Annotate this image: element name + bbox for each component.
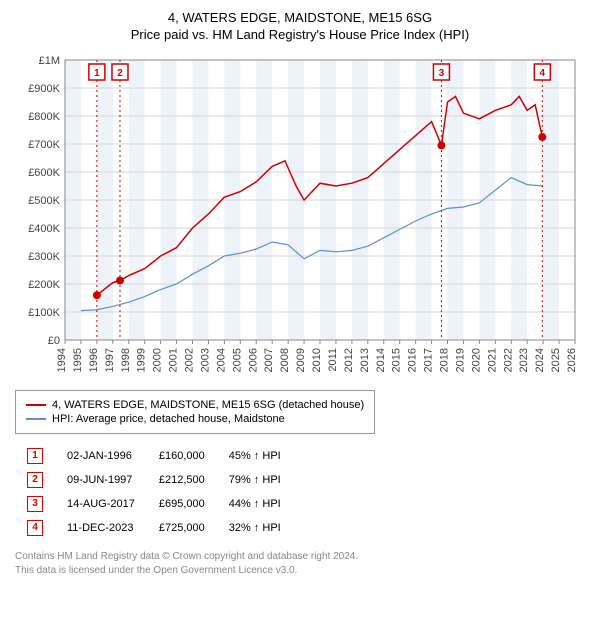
sale-date: 02-JAN-1996	[55, 444, 147, 468]
sale-date: 14-AUG-2017	[55, 492, 147, 516]
legend-item: HPI: Average price, detached house, Maid…	[26, 413, 364, 425]
sale-date: 11-DEC-2023	[55, 516, 147, 540]
title-line-2: Price paid vs. HM Land Registry's House …	[15, 27, 585, 42]
sale-marker: 1	[89, 64, 105, 80]
footer-line-2: This data is licensed under the Open Gov…	[15, 564, 585, 578]
x-tick-label: 2019	[454, 348, 466, 372]
chart: £0 £100K £200K £300K £400K £500K £600K £700K £80…	[15, 50, 585, 380]
x-tick-label: 1998	[120, 348, 132, 372]
y-tick-label: £600K	[28, 167, 60, 179]
attribution: Contains HM Land Registry data © Crown c…	[15, 550, 585, 578]
x-tick-label: 2014	[375, 348, 387, 372]
x-tick-label: 2008	[279, 348, 291, 372]
table-row: 4 11-DEC-2023£725,00032% ↑ HPI	[15, 516, 293, 540]
chart-svg: £0 £100K £200K £300K £400K £500K £600K £700K £80…	[15, 50, 585, 380]
x-tick-label: 2025	[550, 348, 562, 372]
y-tick-label: £0	[48, 335, 60, 347]
svg-text:4: 4	[540, 68, 546, 79]
sale-marker: 3	[433, 64, 449, 80]
x-tick-label: 2007	[263, 348, 275, 372]
sale-price: £725,000	[147, 516, 217, 540]
y-tick-label: £400K	[28, 223, 60, 235]
sale-price: £212,500	[147, 468, 217, 492]
x-tick-label: 2001	[168, 348, 180, 372]
x-tick-label: 1997	[104, 348, 116, 372]
x-tick-label: 2004	[215, 348, 227, 372]
sale-marker: 4	[534, 64, 550, 80]
x-tick-label: 2009	[295, 348, 307, 372]
x-tick-label: 2013	[359, 348, 371, 372]
x-tick-label: 2005	[231, 348, 243, 372]
footer-line-1: Contains HM Land Registry data © Crown c…	[15, 550, 585, 564]
x-tick-label: 2022	[502, 348, 514, 372]
sale-delta: 32% ↑ HPI	[217, 516, 293, 540]
table-row: 2 09-JUN-1997£212,50079% ↑ HPI	[15, 468, 293, 492]
x-tick-label: 2018	[439, 348, 451, 372]
table-row: 1 02-JAN-1996£160,00045% ↑ HPI	[15, 444, 293, 468]
x-tick-label: 1999	[136, 348, 148, 372]
y-tick-label: £700K	[28, 139, 60, 151]
y-tick-label: £1M	[39, 55, 60, 67]
x-tick-label: 2017	[423, 348, 435, 372]
svg-text:2: 2	[117, 68, 123, 79]
x-tick-label: 2012	[343, 348, 355, 372]
x-tick-label: 1996	[88, 348, 100, 372]
legend-label: HPI: Average price, detached house, Maid…	[52, 413, 285, 425]
x-tick-label: 2024	[534, 348, 546, 372]
y-tick-label: £300K	[28, 251, 60, 263]
x-tick-label: 2020	[470, 348, 482, 372]
legend-swatch	[26, 418, 46, 420]
y-tick-label: £200K	[28, 279, 60, 291]
y-tick-label: £900K	[28, 83, 60, 95]
sale-date: 09-JUN-1997	[55, 468, 147, 492]
x-tick-label: 1994	[56, 348, 68, 372]
y-tick-label: £800K	[28, 111, 60, 123]
x-tick-label: 2023	[518, 348, 530, 372]
svg-text:1: 1	[94, 68, 100, 79]
x-tick-label: 2026	[566, 348, 578, 372]
svg-text:3: 3	[439, 68, 445, 79]
x-tick-label: 2000	[152, 348, 164, 372]
x-tick-label: 2002	[184, 348, 196, 372]
x-tick-label: 2010	[311, 348, 323, 372]
x-tick-label: 2016	[407, 348, 419, 372]
sale-number-box: 3	[27, 496, 43, 512]
chart-titles: 4, WATERS EDGE, MAIDSTONE, ME15 6SG Pric…	[15, 10, 585, 42]
legend: 4, WATERS EDGE, MAIDSTONE, ME15 6SG (det…	[15, 390, 375, 434]
x-tick-label: 2003	[199, 348, 211, 372]
x-tick-label: 2006	[247, 348, 259, 372]
sale-delta: 79% ↑ HPI	[217, 468, 293, 492]
sale-marker: 2	[112, 64, 128, 80]
sale-price: £695,000	[147, 492, 217, 516]
sale-delta: 44% ↑ HPI	[217, 492, 293, 516]
sale-number-box: 4	[27, 520, 43, 536]
sale-number-box: 2	[27, 472, 43, 488]
sale-number-box: 1	[27, 448, 43, 464]
legend-item: 4, WATERS EDGE, MAIDSTONE, ME15 6SG (det…	[26, 399, 364, 411]
sales-table: 1 02-JAN-1996£160,00045% ↑ HPI 2 09-JUN-199…	[15, 444, 293, 540]
sale-delta: 45% ↑ HPI	[217, 444, 293, 468]
legend-label: 4, WATERS EDGE, MAIDSTONE, ME15 6SG (det…	[52, 399, 364, 411]
x-tick-label: 2015	[391, 348, 403, 372]
y-tick-label: £100K	[28, 307, 60, 319]
table-row: 3 14-AUG-2017£695,00044% ↑ HPI	[15, 492, 293, 516]
x-tick-label: 1995	[72, 348, 84, 372]
title-line-1: 4, WATERS EDGE, MAIDSTONE, ME15 6SG	[15, 10, 585, 25]
legend-swatch	[26, 404, 46, 406]
sale-price: £160,000	[147, 444, 217, 468]
x-tick-label: 2021	[486, 348, 498, 372]
y-tick-label: £500K	[28, 195, 60, 207]
x-tick-label: 2011	[327, 348, 339, 372]
